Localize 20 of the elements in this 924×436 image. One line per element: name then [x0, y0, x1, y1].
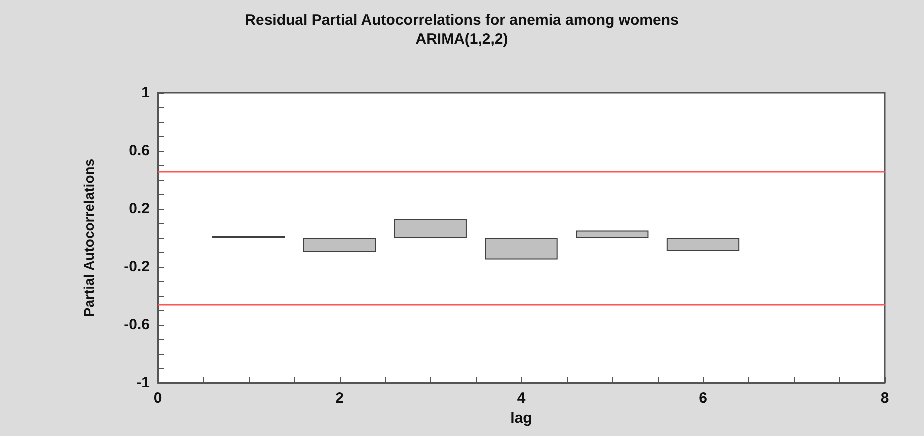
- y-tick-label: -1: [136, 374, 150, 392]
- chart-title: Residual Partial Autocorrelations for anemia among womens: [245, 12, 679, 29]
- x-tick-label: 8: [880, 390, 890, 407]
- bar: [485, 238, 558, 260]
- y-tick-label: 0.2: [129, 200, 150, 218]
- x-tick-label: 6: [699, 390, 708, 407]
- y-tick-label: 0.6: [129, 142, 150, 160]
- x-tick-label: 0: [154, 390, 162, 407]
- y-tick-label: -0.6: [124, 316, 150, 334]
- x-tick-label: 2: [336, 390, 344, 407]
- chart-subtitle: ARIMA(1,2,2): [416, 31, 508, 48]
- bar: [303, 238, 376, 252]
- bar: [576, 230, 649, 238]
- y-axis-title: Partial Autocorrelations: [81, 158, 97, 318]
- x-tick-label: 4: [517, 390, 526, 407]
- y-tick-label: 1: [142, 84, 150, 102]
- bar: [394, 219, 467, 238]
- x-axis-title: lag: [510, 410, 532, 427]
- bar: [666, 238, 740, 252]
- y-tick-label: -0.2: [124, 258, 150, 276]
